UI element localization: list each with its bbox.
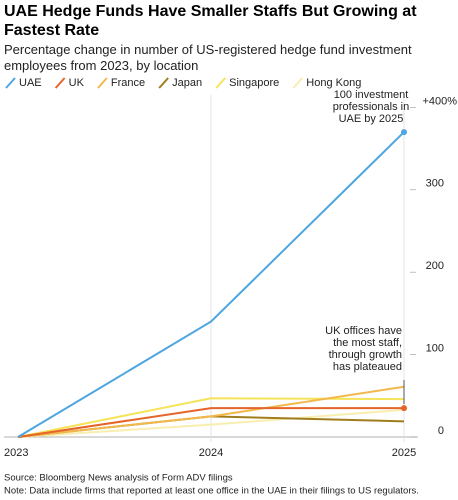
annotation: UK offices have [325,325,402,337]
series-line [17,408,405,438]
chart-title: UAE Hedge Funds Have Smaller Staffs But … [4,3,417,39]
y-tick-label: +400% [422,95,457,107]
series-line [17,385,405,438]
annotation: professionals in [333,101,409,113]
series-line [17,407,404,438]
annotation: through growth [329,349,402,361]
legend-swatch [158,77,169,89]
legend-label: Singapore [229,77,279,89]
annotation: UAE by 2025 [339,113,404,125]
x-tick-label: 2024 [199,447,223,459]
annotation: has plateaued [333,361,402,373]
annotation: 100 investment [334,89,409,101]
end-marker [401,405,407,412]
y-tick-label: 0 [438,425,444,437]
y-tick-label: 100 [426,342,444,354]
x-tick-label: 2023 [4,447,28,459]
legend-label: UAE [19,77,42,89]
y-tick-label: 200 [426,260,444,272]
legend-swatch [97,77,108,89]
annotation: the most staff, [333,337,402,349]
series-line [17,397,405,438]
legend-swatch [54,77,66,89]
legend-swatch [292,77,304,89]
legend-label: Hong Kong [306,77,361,89]
legend-swatch [215,77,226,89]
legend-swatch [5,77,16,89]
end-marker [401,129,407,136]
note: Note: Data include firms that reported a… [4,486,419,497]
y-tick-label: 300 [426,178,444,190]
legend-label: Japan [172,77,202,89]
legend-label: France [111,77,145,89]
source: Source: Bloomberg News analysis of Form … [4,473,233,484]
series-line [17,131,405,438]
legend-label: UK [69,77,85,89]
chart-subtitle: Percentage change in number of US-regist… [4,42,412,73]
x-tick-label: 2025 [392,447,416,459]
